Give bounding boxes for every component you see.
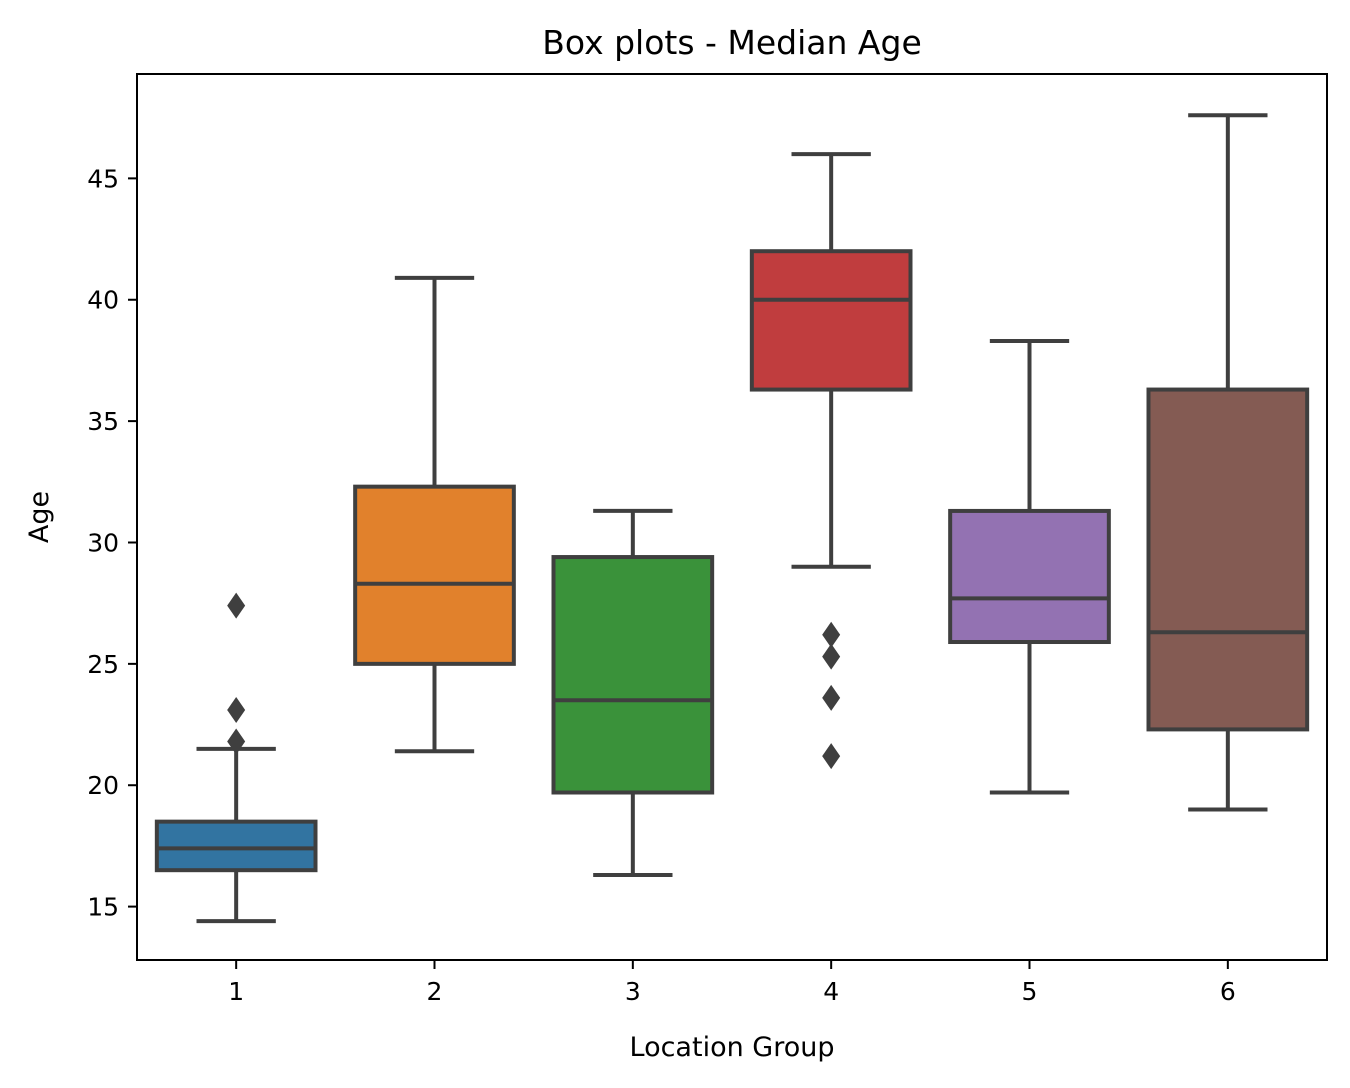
x-tick-label: 4: [823, 977, 839, 1006]
x-tick-label: 1: [228, 977, 244, 1006]
box-group-6: [1146, 113, 1310, 812]
y-tick-label: 30: [87, 528, 119, 557]
x-tick-label: 6: [1220, 977, 1236, 1006]
box-iqr: [948, 508, 1111, 645]
outlier-point: [227, 696, 246, 723]
boxes-layer: [154, 113, 1310, 924]
box-group-5: [948, 339, 1111, 795]
box-iqr: [353, 484, 516, 666]
outlier-point: [227, 728, 246, 755]
box-group-2: [353, 275, 516, 754]
outlier-point: [822, 684, 841, 711]
y-tick-label: 15: [87, 893, 119, 922]
y-tick-label: 45: [87, 164, 119, 193]
y-tick-label: 40: [87, 286, 119, 315]
y-tick-label: 25: [87, 650, 119, 679]
box-iqr: [749, 249, 913, 392]
y-tick-label: 35: [87, 407, 119, 436]
box-group-4: [749, 152, 913, 770]
box-iqr: [551, 555, 715, 795]
x-axis-label: Location Group: [630, 1032, 835, 1063]
outlier-point: [227, 592, 246, 619]
box-group-3: [551, 508, 715, 878]
outlier-point: [822, 643, 841, 670]
box-iqr: [154, 819, 318, 873]
x-tick-label: 3: [625, 977, 641, 1006]
outlier-point: [822, 621, 841, 648]
y-axis-label: Age: [24, 491, 55, 543]
x-tick-label: 2: [427, 977, 443, 1006]
plot-frame: [136, 73, 1328, 961]
box-iqr: [1146, 387, 1310, 732]
x-tick-label: 5: [1022, 977, 1038, 1006]
chart-title: Box plots - Median Age: [542, 23, 922, 62]
outlier-point: [822, 743, 841, 770]
y-tick-label: 20: [87, 771, 119, 800]
box-group-1: [154, 592, 318, 924]
